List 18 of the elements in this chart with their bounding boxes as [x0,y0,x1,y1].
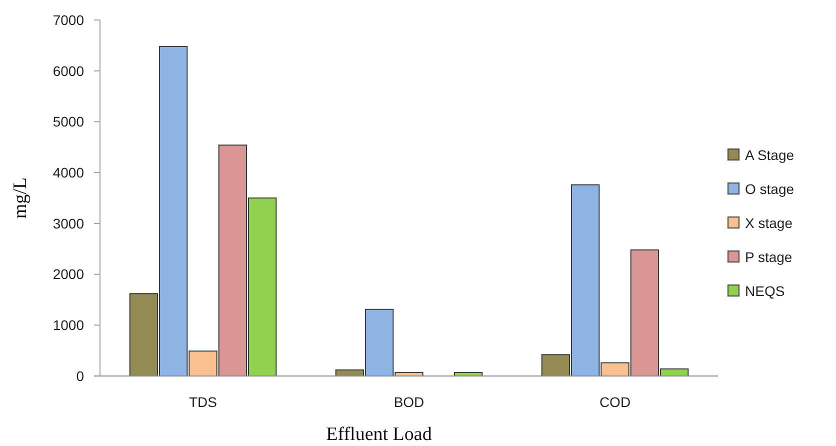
x-tick-label: BOD [394,394,424,410]
x-axis-title: Effluent Load [326,424,432,445]
y-tick-label: 3000 [52,215,84,232]
y-tick-label: 7000 [52,12,84,28]
legend-label: A Stage [745,146,794,163]
y-tick-label: 4000 [52,164,84,180]
y-tick-label: 5000 [52,114,84,130]
legend-label: P stage [745,248,792,265]
y-tick-label: 1000 [52,317,84,334]
legend-label: NEQS [745,282,785,299]
legend-label: O stage [745,180,794,197]
legend-label: X stage [745,214,793,231]
y-tick-label: 6000 [52,62,84,79]
y-tick-label: 0 [76,368,84,384]
x-tick-label: COD [599,394,631,410]
y-tick-label: 2000 [52,266,84,282]
y-axis-title: mg/L [10,177,31,219]
x-tick-label: TDS [189,394,217,410]
